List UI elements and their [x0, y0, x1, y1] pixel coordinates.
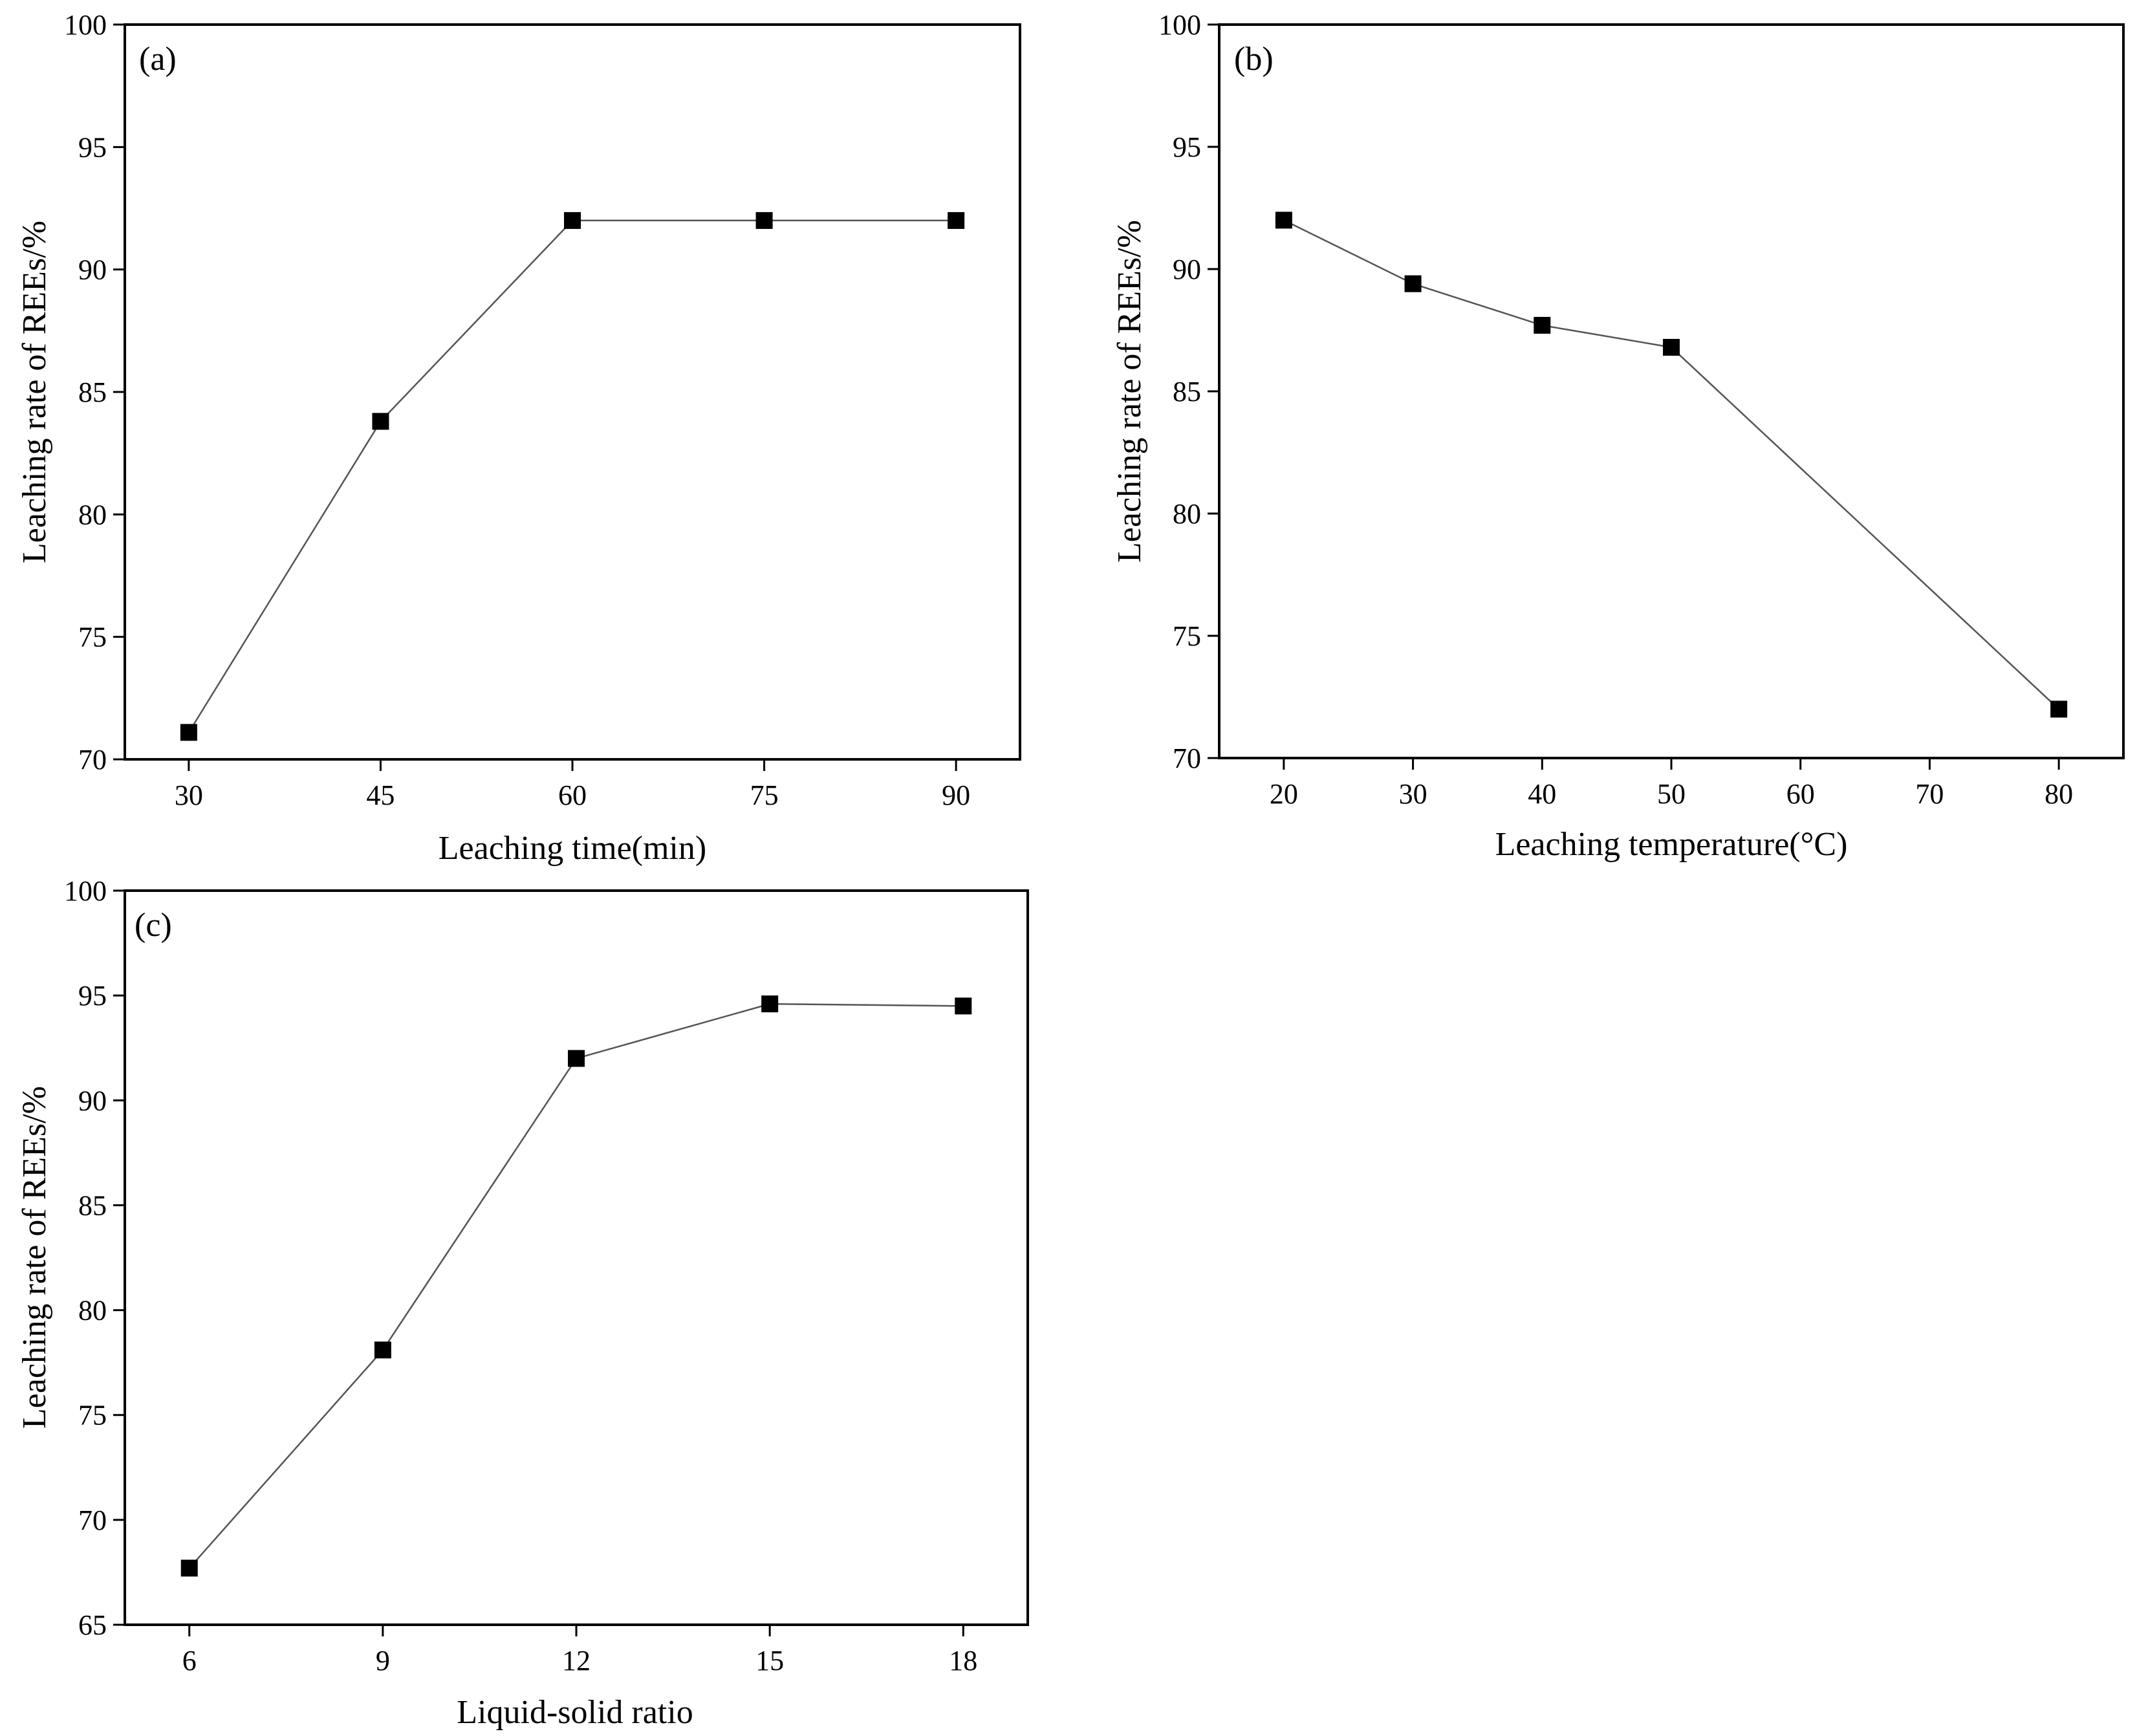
x-tick-label: 60: [558, 779, 587, 811]
x-tick-label: 9: [376, 1645, 390, 1676]
y-tick-label: 90: [1173, 254, 1201, 285]
y-tick-label: 85: [78, 376, 107, 408]
y-tick-label: 90: [78, 254, 107, 286]
y-tick-label: 75: [78, 622, 107, 653]
y-tick-label: 70: [78, 744, 107, 776]
x-axis-title: Leaching temperature(°C): [1495, 826, 1848, 863]
x-tick-label: 45: [366, 779, 395, 811]
x-axis-ticks: 30 45 60 75 90: [175, 759, 970, 811]
series-line: [188, 219, 957, 733]
data-point: [761, 995, 779, 1013]
series-line: [1283, 219, 2059, 710]
y-tick-label: 100: [64, 875, 107, 907]
data-point: [372, 413, 389, 430]
y-tick-label: 85: [78, 1189, 107, 1221]
data-point: [1534, 316, 1551, 334]
plot-frame: [124, 889, 1029, 1626]
data-point: [568, 1050, 585, 1067]
x-tick-label: 6: [182, 1645, 197, 1676]
plot-frame: [1218, 23, 2125, 759]
y-tick-label: 95: [78, 980, 107, 1012]
x-tick-label: 80: [2045, 778, 2073, 810]
x-axis-ticks: 6 9 12 15 18: [182, 1625, 977, 1676]
data-point: [1404, 275, 1422, 292]
data-point: [755, 212, 773, 229]
y-axis-title: Leaching rate of REEs/%: [1111, 220, 1148, 563]
data-point: [1275, 212, 1292, 229]
data-point: [955, 997, 972, 1015]
x-tick-label: 60: [1786, 778, 1815, 810]
x-tick-label: 30: [1399, 778, 1427, 810]
y-tick-label: 75: [1173, 620, 1201, 652]
y-axis-title: Leaching rate of REEs/%: [16, 1086, 53, 1429]
series-line: [188, 1003, 964, 1569]
panel-label: (b): [1234, 41, 1274, 78]
data-point: [180, 724, 197, 741]
y-tick-label: 85: [1173, 376, 1201, 407]
data-series: [1275, 212, 2068, 718]
x-axis-title: Liquid-solid ratio: [457, 1694, 693, 1731]
panel-label: (a): [139, 41, 177, 78]
x-tick-label: 70: [1915, 778, 1944, 810]
x-tick-label: 20: [1270, 778, 1298, 810]
x-tick-label: 30: [175, 779, 203, 811]
x-tick-label: 18: [949, 1645, 977, 1676]
data-point: [2050, 700, 2068, 718]
y-tick-label: 80: [78, 499, 107, 530]
data-point: [1663, 338, 1680, 356]
data-series: [180, 995, 972, 1577]
y-tick-label: 90: [78, 1085, 107, 1116]
x-tick-label: 15: [755, 1645, 784, 1676]
y-tick-label: 95: [78, 131, 107, 163]
y-tick-label: 100: [1158, 9, 1201, 41]
y-tick-label: 70: [1173, 743, 1201, 774]
y-tick-label: 70: [78, 1504, 107, 1536]
data-point: [564, 212, 581, 229]
y-axis-ticks: 70 75 80 85 90 95 100: [1158, 9, 1219, 774]
x-axis-title: Leaching time(min): [439, 830, 706, 867]
y-axis-ticks: 70 75 80 85 90 95 100: [64, 9, 125, 776]
y-tick-label: 75: [78, 1400, 107, 1431]
chart-panel-b: 20 30 40 50 60 70 80 70 75 80 85 90 95 100 (b) Leach…: [1111, 9, 2125, 863]
data-point: [180, 1559, 198, 1577]
y-axis-ticks: 65 70 75 80 85 90 95 100: [64, 875, 125, 1641]
data-point: [948, 212, 965, 229]
y-tick-label: 95: [1173, 131, 1201, 163]
x-tick-label: 50: [1657, 778, 1686, 810]
panel-label: (c): [135, 907, 172, 944]
x-tick-label: 12: [562, 1645, 591, 1676]
chart-panel-a: 30 45 60 75 90 70 75 80 85 90 95 100 (a) Leaching …: [16, 9, 1021, 867]
y-tick-label: 80: [1173, 498, 1201, 530]
data-series: [180, 212, 965, 741]
x-tick-label: 40: [1528, 778, 1556, 810]
y-tick-label: 80: [78, 1295, 107, 1327]
x-tick-label: 75: [750, 779, 779, 811]
plot-frame: [124, 23, 1021, 761]
x-tick-label: 90: [942, 779, 970, 811]
y-axis-title: Leaching rate of REEs/%: [16, 221, 53, 563]
chart-panel-c: 6 9 12 15 18 65 70 75 80 85 90 95 100 (c) Liquid-so…: [16, 875, 1029, 1731]
y-tick-label: 100: [64, 9, 107, 41]
x-axis-ticks: 20 30 40 50 60 70 80: [1270, 758, 2073, 810]
data-point: [374, 1341, 391, 1359]
y-tick-label: 65: [78, 1609, 107, 1641]
